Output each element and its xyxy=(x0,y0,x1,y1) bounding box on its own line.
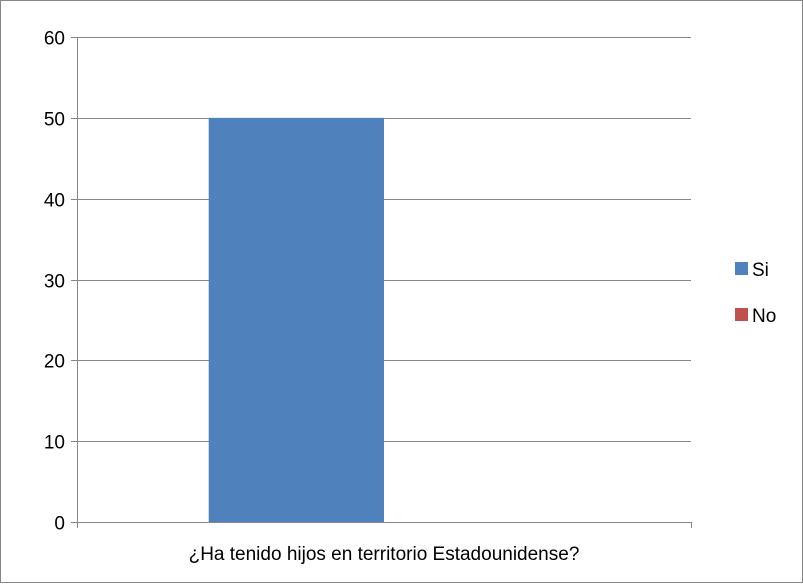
legend-swatch-si xyxy=(735,262,748,275)
bar-si xyxy=(208,117,384,522)
y-tick-label: 30 xyxy=(44,272,65,293)
y-tick-label: 0 xyxy=(54,514,65,535)
y-tick-label: 50 xyxy=(44,110,65,131)
x-category-label: ¿Ha tenido hijos en territorio Estadouni… xyxy=(189,544,580,565)
legend: Si No xyxy=(735,260,776,327)
x-tick-labels: ¿Ha tenido hijos en territorio Estadouni… xyxy=(189,544,580,565)
y-tick-label: 40 xyxy=(44,191,65,212)
legend-label-no: No xyxy=(752,306,776,327)
y-tick-label: 20 xyxy=(44,352,65,373)
y-tick-label: 60 xyxy=(44,29,65,50)
bars xyxy=(208,117,384,522)
y-tick-labels: 0 10 20 30 40 50 60 xyxy=(44,29,65,535)
axes xyxy=(71,37,692,528)
legend-label-si: Si xyxy=(752,260,769,281)
y-tick-label: 10 xyxy=(44,433,65,454)
legend-swatch-no xyxy=(735,308,748,321)
